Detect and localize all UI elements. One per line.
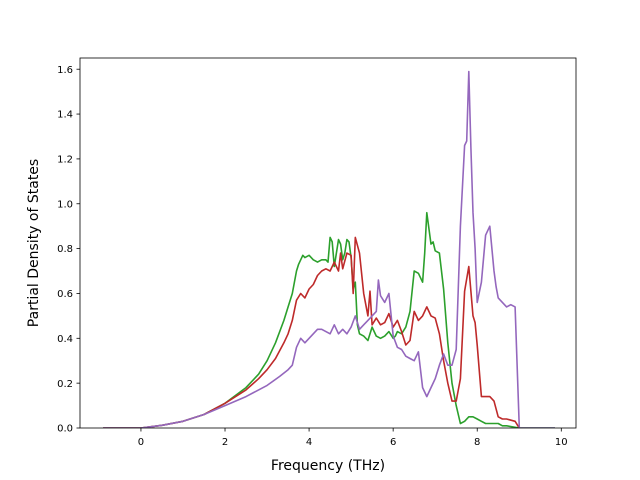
y-axis-label: Partial Density of States	[26, 159, 42, 327]
y-tick-label: 0.0	[57, 424, 73, 435]
y-axis-ticks: 0.0 0.2 0.4 0.6 0.8 1.0 1.2 1.4 1.6	[57, 65, 80, 435]
x-tick-label: 2	[222, 437, 228, 448]
series-line-3	[103, 70, 555, 428]
x-tick-label: 0	[138, 437, 144, 448]
plot-frame	[79, 57, 577, 429]
y-tick-label: 0.2	[57, 379, 73, 390]
series-line-2	[103, 236, 520, 428]
y-tick-label: 1.4	[57, 110, 73, 121]
x-tick-label: 10	[555, 437, 568, 448]
y-tick-label: 1.2	[57, 155, 73, 166]
series-layer	[103, 70, 555, 428]
y-tick-label: 1.6	[57, 65, 73, 76]
x-tick-label: 8	[474, 437, 480, 448]
x-axis-ticks: 0 2 4 6 8 10	[138, 428, 568, 448]
x-axis-label: Frequency (THz)	[271, 458, 385, 474]
y-tick-label: 0.4	[57, 334, 73, 345]
series-line-1	[103, 211, 555, 428]
y-tick-label: 1.0	[57, 199, 73, 210]
y-tick-label: 0.8	[57, 244, 73, 255]
y-tick-label: 0.6	[57, 289, 73, 300]
x-tick-label: 6	[390, 437, 396, 448]
x-tick-label: 4	[306, 437, 312, 448]
